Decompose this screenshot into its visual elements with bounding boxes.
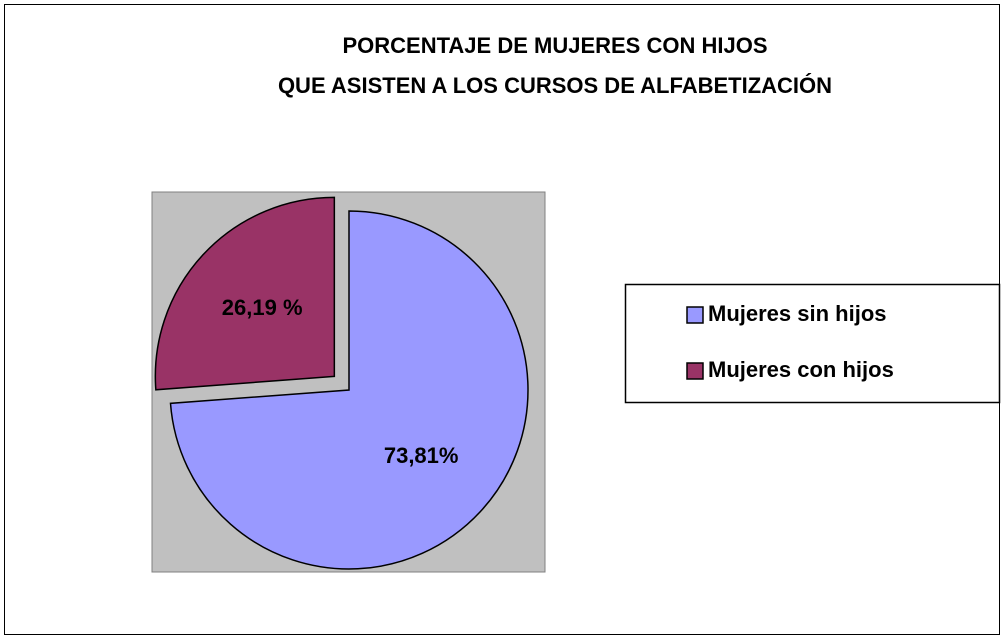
pie: 73,81% 26,19 % (154, 196, 529, 570)
legend-swatch (686, 306, 704, 324)
pie-slice (169, 210, 529, 570)
legend-label: Mujeres sin hijos (708, 301, 887, 326)
legend-swatch (686, 362, 704, 380)
pie-slice (154, 196, 336, 391)
legend-items: Mujeres sin hijos Mujeres con hijos (686, 301, 894, 382)
data-label: 73,81% (384, 443, 459, 468)
chart-title: PORCENTAJE DE MUJERES CON HIJOS (342, 33, 767, 58)
data-label: 26,19 % (222, 295, 303, 320)
legend (624, 283, 1001, 404)
chart-title: QUE ASISTEN A LOS CURSOS DE ALFABETIZACI… (278, 73, 832, 98)
legend-label: Mujeres con hijos (708, 357, 894, 382)
